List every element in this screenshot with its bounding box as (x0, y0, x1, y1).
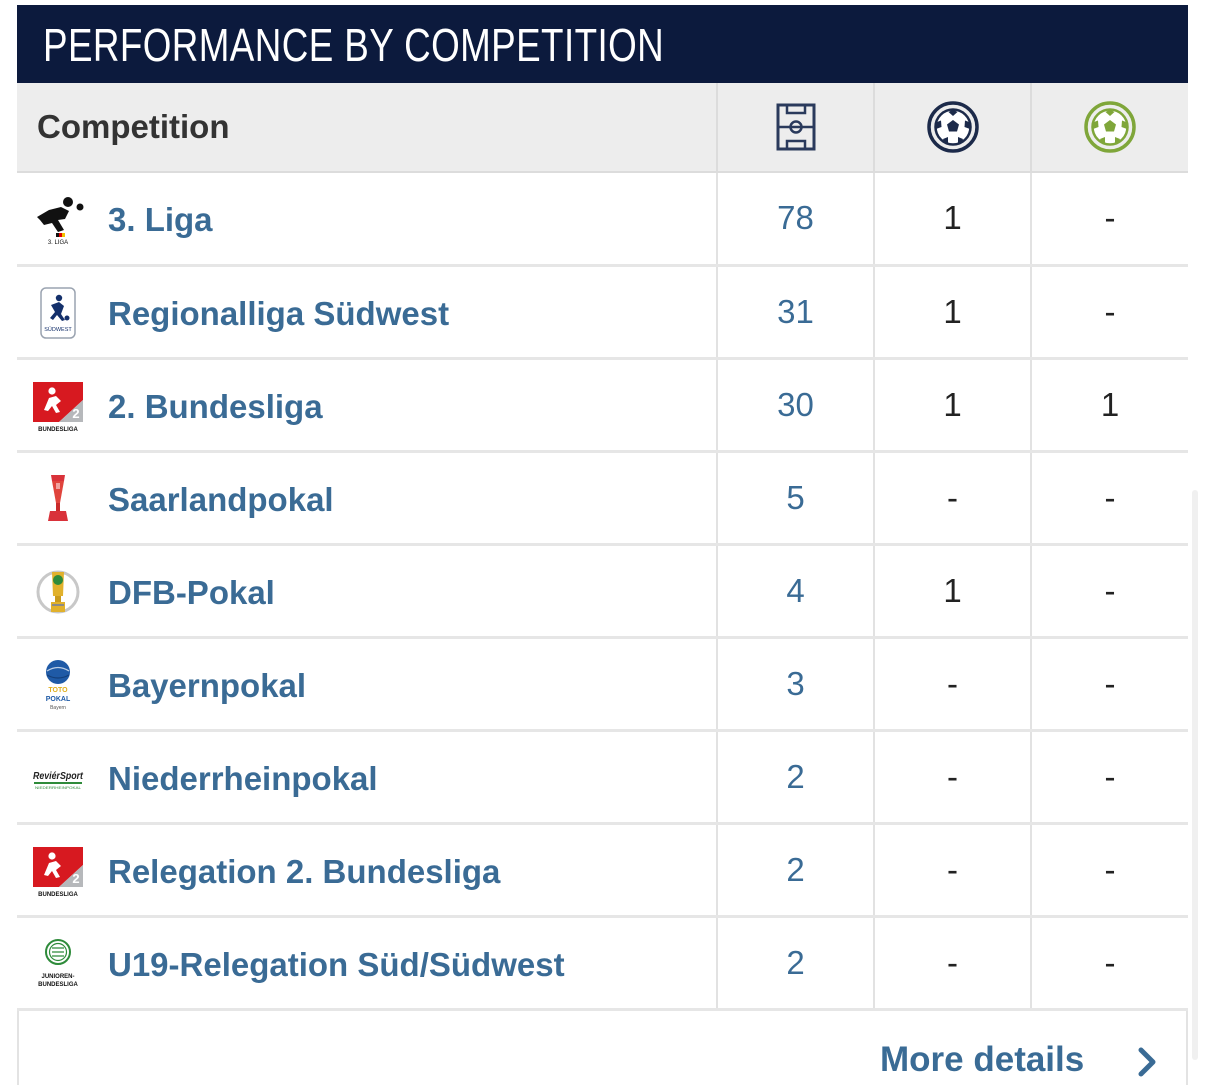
competition-link[interactable]: Bayernpokal (108, 666, 307, 704)
assists-value: - (1031, 544, 1188, 639)
assist-ball-icon (1084, 101, 1136, 153)
2-bundesliga-logo: 2 BUNDESLIGA (31, 380, 85, 434)
bundesliga-logo-number: 2 (72, 871, 79, 886)
junioren-logo-text-1: JUNIOREN- (41, 974, 74, 980)
goals-value: - (874, 823, 1032, 918)
3-liga-logo: 3. LIGA (31, 193, 85, 247)
bundesliga-logo-number: 2 (72, 406, 79, 421)
appearances-column-header (717, 83, 875, 173)
competition-cell: ReviérSport NIEDERRHEINPOKAL Niederrhein… (17, 730, 718, 825)
regionalliga-logo-text: SÜDWEST (44, 326, 72, 333)
appearances-value[interactable]: 5 (717, 451, 875, 546)
niederrhein-logo-text: NIEDERRHEINPOKAL (35, 786, 81, 790)
goals-value: 1 (874, 265, 1032, 360)
goals-value: 1 (874, 358, 1032, 453)
niederrhein-logo-brand: ReviérSport (33, 771, 84, 782)
regionalliga-suedwest-logo: SÜDWEST (31, 286, 85, 341)
appearances-value[interactable]: 2 (717, 916, 875, 1011)
assists-value: - (1031, 265, 1188, 360)
competition-cell: 2 BUNDESLIGA Relegation 2. Bundesliga (17, 823, 718, 918)
bayernpokal-logo-pokal: POKAL (46, 696, 71, 703)
competition-column-header: Competition (17, 83, 718, 173)
table-row: SÜDWEST Regionalliga Südwest 31 1 - (17, 265, 1188, 360)
assists-column-header (1031, 83, 1188, 173)
table-header-row: Competition (17, 83, 1188, 173)
competition-cell: 3. LIGA 3. Liga (17, 172, 718, 267)
appearances-value[interactable]: 2 (717, 823, 875, 918)
competition-link[interactable]: 2. Bundesliga (108, 387, 323, 425)
table-row: ReviérSport NIEDERRHEINPOKAL Niederrhein… (17, 730, 1188, 825)
pitch-icon (776, 103, 815, 151)
assists-value: - (1031, 730, 1188, 825)
competition-link[interactable]: Regionalliga Südwest (108, 294, 450, 332)
section-title: PERFORMANCE BY COMPETITION (43, 19, 665, 71)
section-header: PERFORMANCE BY COMPETITION (17, 5, 1188, 83)
appearances-value[interactable]: 78 (717, 172, 875, 267)
competition-link[interactable]: U19-Relegation Süd/Südwest (108, 945, 565, 983)
competition-link[interactable]: Niederrheinpokal (108, 759, 378, 797)
ball-icon (926, 101, 979, 153)
table-row: 2 BUNDESLIGA 2. Bundesliga 30 1 1 (17, 358, 1188, 453)
appearances-value[interactable]: 4 (717, 544, 875, 639)
assists-value: - (1031, 823, 1188, 918)
competition-link[interactable]: DFB-Pokal (108, 573, 275, 611)
appearances-value[interactable]: 31 (717, 265, 875, 360)
competition-cell: JUNIOREN- BUNDESLIGA U19-Relegation Süd/… (17, 916, 718, 1011)
chevron-right-icon[interactable] (1135, 1047, 1161, 1077)
saarlandpokal-logo (31, 473, 85, 527)
assists-value: 1 (1031, 358, 1188, 453)
2-bundesliga-logo: 2 BUNDESLIGA (31, 845, 85, 899)
competition-cell: DFB-Pokal (17, 544, 718, 639)
competition-cell: TOTO POKAL Bayern Bayernpokal (17, 637, 718, 732)
goals-value: 1 (874, 172, 1032, 267)
table-row: DFB-Pokal 4 1 - (17, 544, 1188, 639)
goals-value: - (874, 637, 1032, 732)
3-liga-logo-text: 3. LIGA (48, 240, 68, 246)
table-row: JUNIOREN- BUNDESLIGA U19-Relegation Süd/… (17, 916, 1188, 1011)
appearances-value[interactable]: 3 (717, 637, 875, 732)
more-details-link[interactable]: More details (880, 1040, 1085, 1079)
competition-cell: 2 BUNDESLIGA 2. Bundesliga (17, 358, 718, 453)
competition-link[interactable]: Saarlandpokal (108, 480, 334, 518)
junioren-logo-text-2: BUNDESLIGA (38, 982, 78, 988)
table-row: Saarlandpokal 5 - - (17, 451, 1188, 546)
goals-column-header (874, 83, 1032, 173)
assists-value: - (1031, 451, 1188, 546)
scrollbar[interactable] (1192, 490, 1198, 1060)
niederrheinpokal-logo: ReviérSport NIEDERRHEINPOKAL (31, 752, 85, 806)
appearances-value[interactable]: 30 (717, 358, 875, 453)
table-row: 2 BUNDESLIGA Relegation 2. Bundesliga 2 … (17, 823, 1188, 918)
competition-cell: Saarlandpokal (17, 451, 718, 546)
dfb-pokal-logo (31, 566, 85, 620)
performance-table: Competition (17, 83, 1188, 1011)
competition-link[interactable]: 3. Liga (108, 201, 213, 238)
bayernpokal-logo-toto: TOTO (48, 687, 68, 694)
table-row: TOTO POKAL Bayern Bayernpokal 3 - - (17, 637, 1188, 732)
goals-value: - (874, 730, 1032, 825)
competition-link[interactable]: Relegation 2. Bundesliga (108, 852, 501, 890)
appearances-value[interactable]: 2 (717, 730, 875, 825)
bayernpokal-logo-bayern: Bayern (50, 705, 66, 711)
bayernpokal-logo: TOTO POKAL Bayern (31, 659, 85, 713)
competition-cell: SÜDWEST Regionalliga Südwest (17, 265, 718, 360)
junioren-bundesliga-logo: JUNIOREN- BUNDESLIGA (31, 938, 85, 992)
table-row: 3. LIGA 3. Liga 78 1 - (17, 172, 1188, 267)
goals-value: - (874, 451, 1032, 546)
goals-value: 1 (874, 544, 1032, 639)
assists-value: - (1031, 172, 1188, 267)
bundesliga-logo-text: BUNDESLIGA (38, 892, 78, 898)
goals-value: - (874, 916, 1032, 1011)
bundesliga-logo-text: BUNDESLIGA (38, 427, 78, 433)
assists-value: - (1031, 637, 1188, 732)
assists-value: - (1031, 916, 1188, 1011)
